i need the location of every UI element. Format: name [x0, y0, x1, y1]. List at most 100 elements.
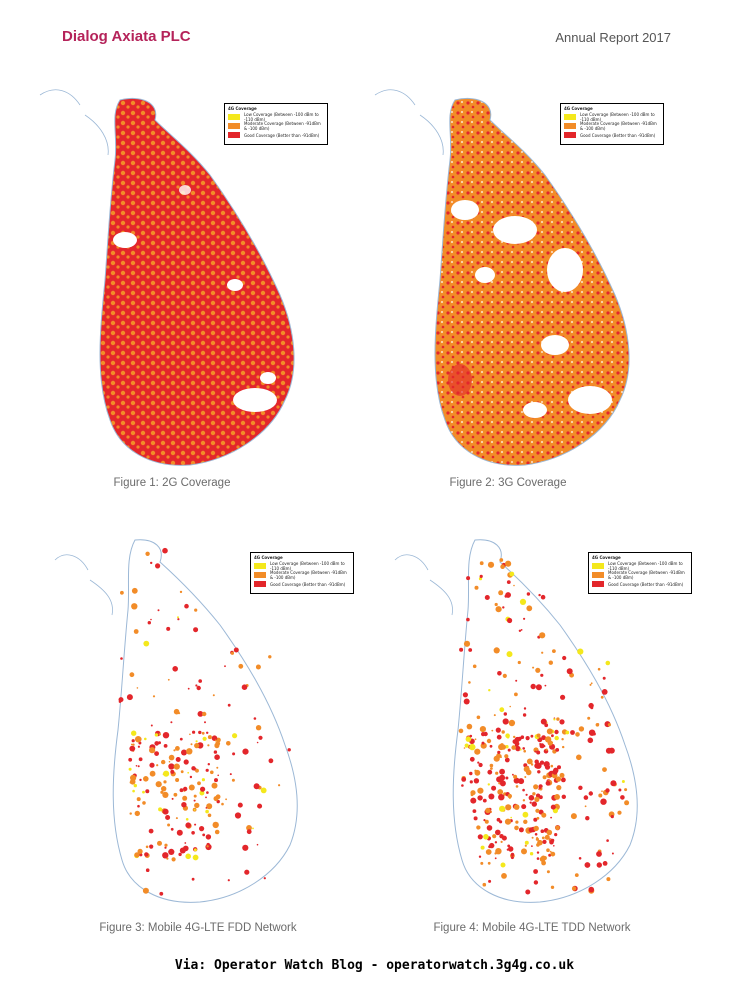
coverage-dot — [608, 747, 615, 754]
coverage-dot — [518, 827, 524, 833]
legend-label-moderate: Moderate Coverage (Between -91dBm & -100… — [270, 570, 347, 580]
coverage-dot — [508, 846, 514, 852]
coverage-dot — [511, 745, 516, 750]
coverage-dot — [181, 749, 187, 756]
coverage-dot — [145, 789, 150, 794]
coverage-dot — [463, 698, 470, 705]
coverage-dot — [253, 783, 260, 790]
coverage-dot — [134, 810, 140, 817]
coverage-dot — [523, 707, 527, 710]
coverage-dot — [512, 773, 514, 776]
coverage-dot — [488, 879, 492, 883]
coverage-dot — [587, 737, 594, 744]
coverage-dot — [195, 740, 198, 743]
coverage-dot — [494, 602, 498, 607]
coverage-dot — [204, 721, 206, 724]
coverage-dot — [535, 667, 541, 673]
coverage-dot — [605, 788, 610, 793]
coverage-dot — [546, 848, 550, 852]
coverage-dot — [602, 767, 607, 772]
coverage-dot — [624, 788, 628, 792]
coverage-dot — [590, 706, 594, 710]
coverage-dot — [129, 672, 135, 678]
coverage-dot — [525, 736, 530, 741]
coverage-dot — [166, 626, 171, 631]
coverage-dot — [244, 869, 250, 875]
coverage-dot — [523, 819, 528, 824]
coverage-dot — [468, 681, 471, 684]
legend-3g: 4G Coverage Low Coverage (Between -100 d… — [560, 103, 664, 145]
coverage-dot — [486, 738, 492, 744]
coverage-dot — [559, 719, 565, 725]
coverage-dot — [536, 857, 540, 860]
coverage-dot — [546, 728, 553, 735]
coverage-dot — [539, 743, 545, 749]
coverage-dot — [458, 728, 464, 734]
coverage-dot — [195, 684, 198, 687]
coverage-dot — [490, 767, 493, 770]
coverage-dot — [130, 743, 133, 746]
coverage-dot — [539, 795, 543, 800]
coverage-dot — [499, 558, 504, 562]
coverage-dot — [474, 769, 481, 776]
legend-swatch-low — [564, 114, 576, 120]
coverage-dot — [129, 781, 132, 784]
coverage-dot — [192, 854, 199, 861]
map-3g — [374, 89, 630, 466]
coverage-dot — [598, 793, 603, 798]
coverage-dots-fdd — [118, 547, 291, 896]
coverage-dot — [541, 836, 545, 840]
coverage-dot — [214, 829, 220, 835]
legend-item-good: Good Coverage (Better than -91dBm) — [592, 581, 688, 587]
coverage-dot — [561, 794, 566, 799]
coverage-dot — [180, 770, 184, 774]
coverage-dot — [214, 743, 217, 746]
coverage-dot — [238, 663, 244, 669]
coverage-dot — [541, 860, 546, 866]
coverage-dot — [506, 580, 511, 584]
coverage-dot — [602, 676, 606, 680]
coverage-dot — [574, 873, 579, 877]
coverage-dot — [540, 594, 546, 600]
coverage-dot — [147, 621, 151, 625]
coverage-dot — [491, 729, 494, 732]
figure-caption-4: Figure 4: Mobile 4G-LTE TDD Network — [433, 922, 631, 934]
coverage-dot — [550, 764, 554, 768]
coverage-dot — [173, 763, 180, 770]
coverage-dot — [224, 665, 226, 668]
coverage-dot — [550, 804, 556, 810]
coverage-dot — [570, 730, 575, 735]
coverage-dot — [602, 861, 608, 866]
coverage-dot — [483, 819, 486, 822]
coverage-dot — [206, 803, 213, 810]
coverage-dot — [463, 640, 471, 647]
coverage-dot — [164, 843, 168, 847]
coverage-dot — [510, 816, 512, 819]
coverage-dot — [513, 777, 520, 784]
legend-label-good: Good Coverage (Better than -91dBm) — [270, 581, 346, 587]
coverage-dot — [525, 889, 531, 895]
coverage-dot — [620, 795, 625, 800]
coverage-dot — [522, 811, 529, 818]
coverage-dot — [487, 561, 495, 568]
coverage-dot — [136, 797, 141, 802]
coverage-dot — [543, 744, 546, 748]
coverage-dot — [528, 795, 535, 801]
coverage-dot — [514, 741, 520, 747]
coverage-dot — [523, 749, 526, 753]
legend-swatch-low — [592, 563, 604, 569]
coverage-dot — [120, 590, 124, 595]
coverage-dot — [505, 592, 511, 598]
coverage-dot — [509, 571, 515, 577]
coverage-dot — [227, 879, 230, 882]
coverage-dot — [268, 758, 274, 764]
coverage-dot — [478, 762, 483, 768]
coverage-dot — [164, 846, 167, 849]
coverage-dot — [181, 802, 187, 808]
coverage-dot — [550, 851, 556, 857]
coverage-dot — [189, 775, 193, 779]
coverage-dot — [129, 745, 136, 752]
legend-label-low: Low Coverage (Between -100 dBm to -110 d… — [244, 112, 319, 122]
legend-item-low: Low Coverage (Between -100 dBm to -110 d… — [564, 112, 660, 122]
legend-swatch-moderate — [592, 572, 604, 578]
